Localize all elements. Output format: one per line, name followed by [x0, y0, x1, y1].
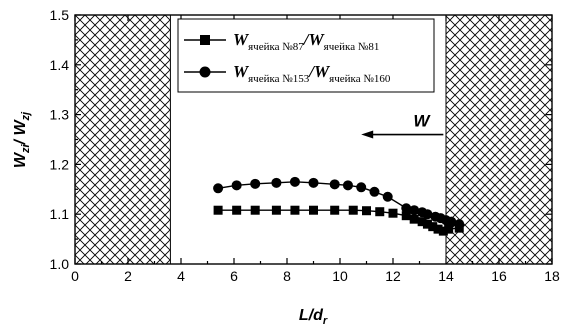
x-tick: 16 [491, 15, 527, 284]
data-point-square [362, 206, 371, 216]
data-point-circle [213, 183, 224, 194]
data-point-circle [250, 178, 261, 189]
data-point-square [309, 205, 318, 215]
data-point-square [444, 224, 454, 234]
x-tick-label: 4 [177, 268, 185, 284]
data-point-square [250, 205, 260, 215]
data-point-circle [382, 191, 393, 202]
data-point-square [348, 205, 358, 215]
x-axis-title: L/dr [299, 307, 328, 325]
y-tick-label: 1.4 [50, 57, 70, 73]
legend-entry-1: Wячейка №87/Wячейка №81 [184, 30, 379, 53]
data-point-square [271, 205, 281, 215]
data-point-square [433, 224, 443, 234]
y-tick-label: 1.5 [50, 7, 70, 23]
data-point-square [330, 205, 340, 215]
legend-square-marker [200, 35, 210, 45]
data-point-circle [329, 179, 340, 190]
data-point-square [438, 226, 448, 236]
data-point-circle [401, 203, 412, 214]
data-point-circle [369, 186, 380, 197]
data-point-circle [422, 209, 433, 220]
data-point-circle [409, 205, 420, 216]
x-tick-label: 2 [124, 268, 132, 284]
legend-label-2: Wячейка №153/Wячейка №160 [233, 62, 391, 85]
x-tick-label: 8 [283, 268, 291, 284]
data-point-square [409, 214, 419, 224]
data-point-square [213, 205, 223, 215]
x-tick-label: 14 [438, 268, 454, 284]
x-tick-label: 0 [71, 268, 79, 284]
legend-entry-2: Wячейка №153/Wячейка №160 [184, 62, 391, 85]
x-tick-label: 12 [385, 268, 401, 284]
direction-arrow-label: W [413, 112, 431, 131]
y-tick-label: 1.1 [50, 206, 70, 222]
y-tick-label: 1.3 [50, 107, 70, 123]
plot-frame [74, 14, 553, 265]
data-point-square [422, 219, 432, 229]
series-2 [213, 176, 465, 230]
data-point-circle [231, 180, 242, 191]
x-axis-ticks: 0 2 4 6 8 10 12 14 16 18 [71, 15, 560, 284]
data-point-circle [289, 176, 300, 187]
x-tick: 14 [438, 15, 474, 284]
data-point-circle [454, 219, 465, 230]
x-tick-label: 10 [332, 268, 348, 284]
data-point-square [417, 217, 427, 227]
x-tick: 2 [124, 15, 156, 284]
data-point-square [232, 205, 242, 215]
y-tick: 1.2 [50, 138, 552, 172]
y-axis-ticks: 1.0 1.1 1.2 1.3 1.4 1.5 [50, 7, 552, 272]
x-tick-label: 16 [491, 268, 507, 284]
data-point-square [428, 222, 438, 232]
direction-arrow-head [361, 130, 374, 139]
series-layer [213, 176, 465, 236]
y-tick-label: 1.0 [50, 256, 70, 272]
data-point-circle [271, 177, 282, 188]
x-tick-label: 18 [544, 268, 560, 284]
data-point-square [401, 211, 411, 221]
legend-box [177, 18, 435, 93]
data-point-square [290, 205, 300, 215]
direction-annotation: W [361, 112, 444, 139]
legend: Wячейка №87/Wячейка №81 Wячейка №153/Wяч… [177, 18, 435, 93]
y-tick: 1.4 [50, 39, 552, 73]
hatched-region-1 [74, 14, 171, 265]
legend-label-1: Wячейка №87/Wячейка №81 [233, 30, 379, 53]
legend-circle-marker [199, 66, 211, 78]
data-point-square [388, 208, 398, 218]
data-point-circle [342, 180, 353, 191]
data-point-circle [356, 182, 367, 193]
data-point-circle [446, 216, 457, 227]
data-point-square [375, 207, 385, 217]
x-tick-label: 6 [230, 268, 238, 284]
y-tick-label: 1.2 [50, 156, 70, 172]
data-point-circle [308, 177, 319, 188]
y-axis-title: Wzi/ Wzj [12, 111, 32, 168]
y-tick: 1.1 [50, 188, 552, 222]
